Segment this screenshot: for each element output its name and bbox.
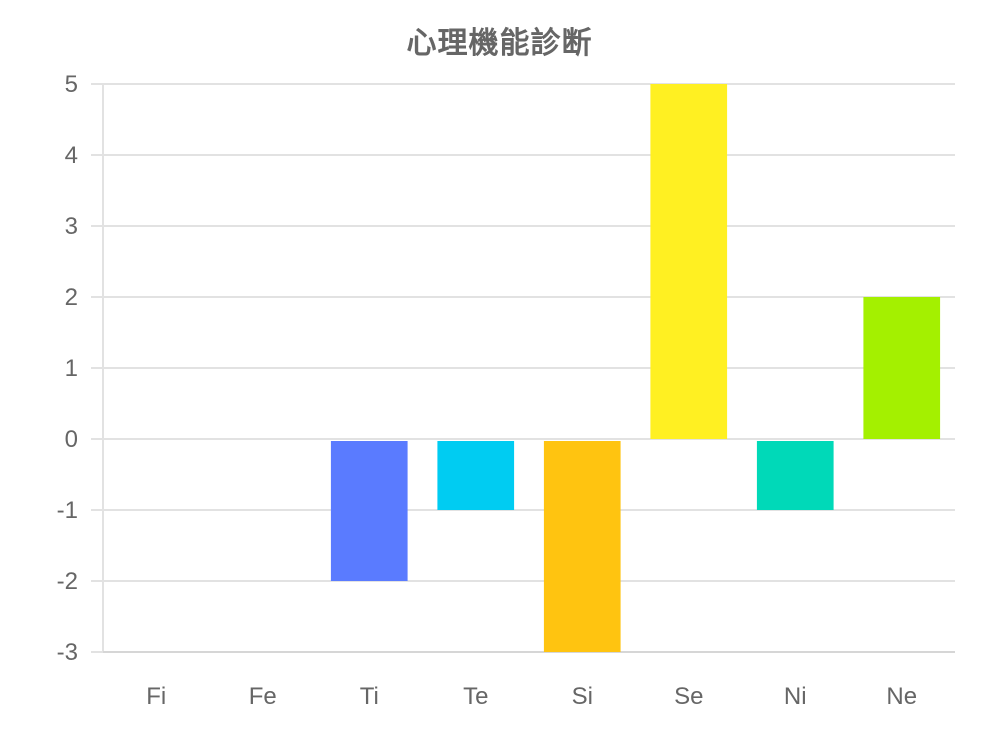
x-tick-label: Te: [463, 683, 488, 710]
bar-ni[interactable]: [756, 441, 834, 510]
y-tick-label: 1: [65, 355, 78, 382]
bar-ti[interactable]: [330, 441, 408, 581]
x-tick-label: Se: [674, 683, 703, 710]
y-tick-label: 0: [65, 426, 78, 453]
x-tick-label: Ni: [784, 683, 807, 710]
bar-ne[interactable]: [863, 297, 941, 439]
y-tick-label: 2: [65, 284, 78, 311]
x-tick-label: Si: [572, 683, 593, 710]
x-tick-label: Fe: [249, 683, 277, 710]
x-tick-label: Ti: [360, 683, 379, 710]
bar-se[interactable]: [650, 84, 728, 439]
y-tick-label: 5: [65, 71, 78, 98]
y-tick-label: 3: [65, 213, 78, 240]
bar-te[interactable]: [437, 441, 515, 510]
chart-title: 心理機能診断: [406, 26, 593, 61]
x-tick-label: Fi: [146, 683, 166, 710]
y-tick-label: 4: [65, 142, 78, 169]
x-tick-label: Ne: [886, 683, 917, 710]
y-tick-label: -1: [57, 497, 78, 524]
y-tick-label: -3: [57, 639, 78, 666]
bar-si[interactable]: [543, 441, 621, 652]
y-tick-label: -2: [57, 568, 78, 595]
